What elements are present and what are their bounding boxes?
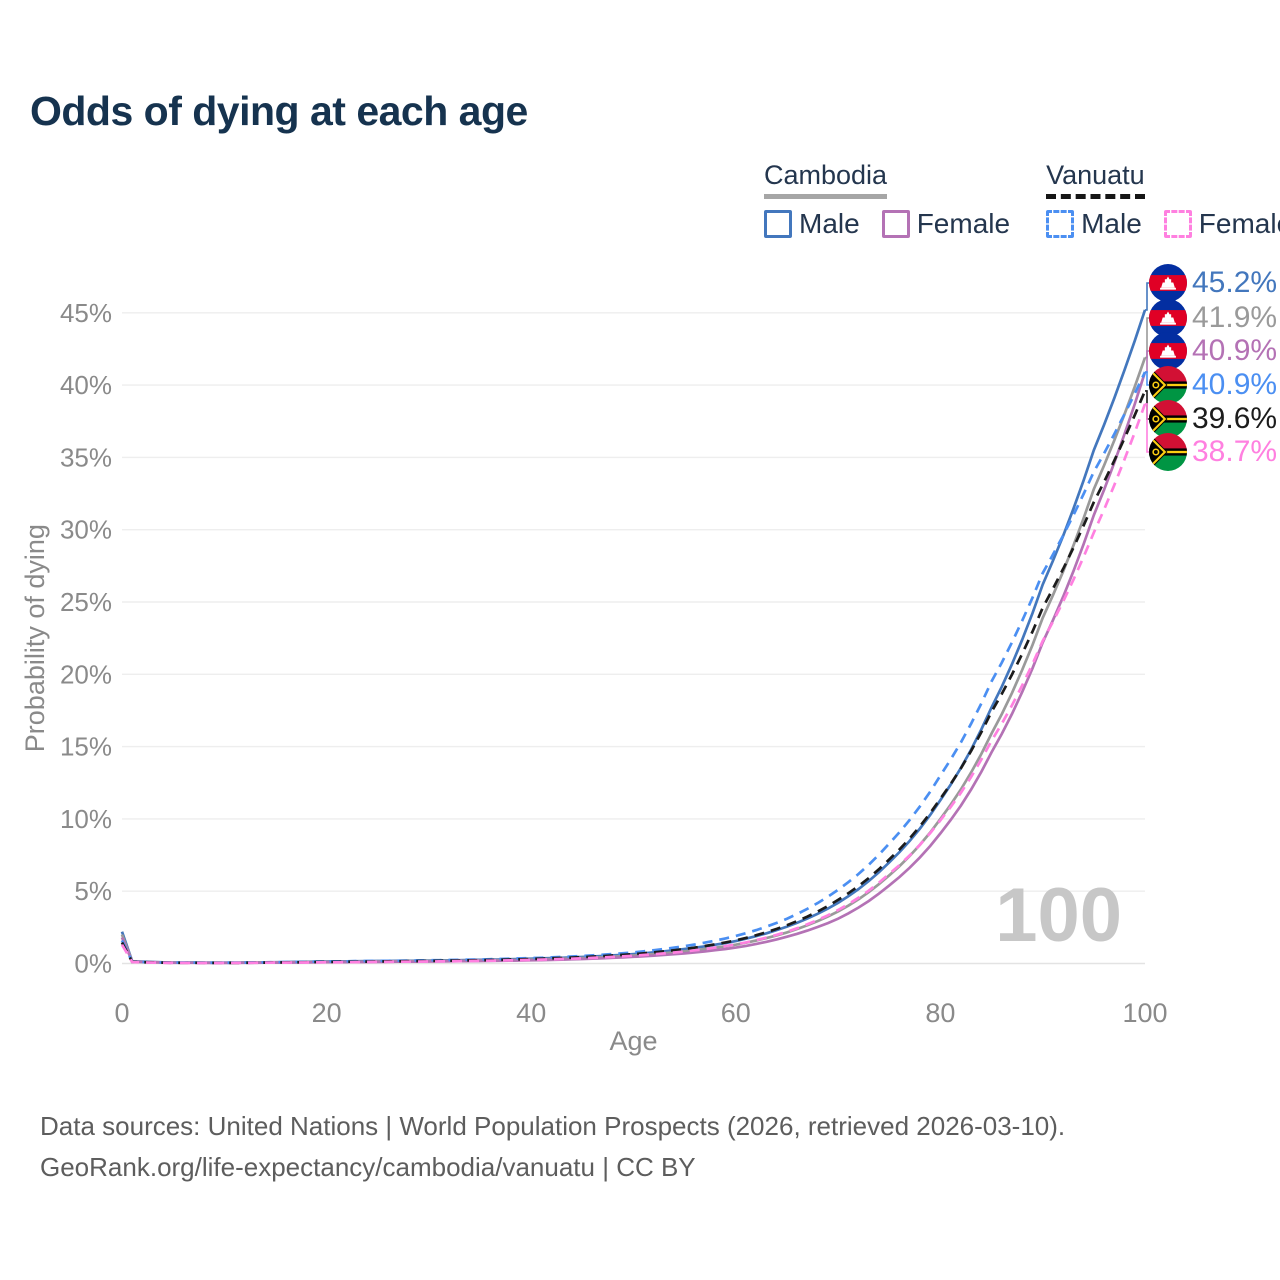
- end-value: 40.9%: [1192, 368, 1278, 401]
- vanuatu-flag-icon: [1149, 433, 1187, 471]
- end-value: 38.7%: [1192, 435, 1278, 468]
- y-tick-label: 5%: [74, 876, 112, 906]
- end-value: 41.9%: [1192, 301, 1278, 334]
- legend-swatch-cambodia-female-icon: [881, 210, 910, 238]
- legend-item-cambodia-male: Male: [764, 208, 860, 240]
- x-tick-label: 0: [114, 998, 129, 1028]
- footer: Data sources: United Nations | World Pop…: [40, 1106, 1065, 1188]
- x-tick-label: 80: [925, 998, 955, 1028]
- attribution-line: GeoRank.org/life-expectancy/cambodia/van…: [40, 1152, 696, 1182]
- legend-group-cambodia: Cambodia Male Female: [764, 160, 1010, 240]
- series-line-cambodia-female: [120, 371, 1147, 965]
- end-value: 45.2%: [1192, 266, 1278, 299]
- series-line-vanuatu-female: [120, 403, 1147, 965]
- legend-item-cambodia-female: Female: [881, 208, 1011, 240]
- legend-item-vanuatu-male: Male: [1046, 208, 1142, 240]
- y-tick-label: 25%: [60, 587, 112, 617]
- end-label-vanuatu-female: 38.7%: [1149, 433, 1277, 471]
- legend-label-female: Female: [916, 208, 1011, 239]
- y-tick-label: 20%: [60, 659, 112, 689]
- chart-legend: Cambodia Male Female Vanuatu Male: [764, 160, 1280, 240]
- legend-swatch-vanuatu-male-icon: [1046, 210, 1075, 238]
- y-tick-label: 10%: [60, 804, 112, 834]
- x-tick-label: 20: [312, 998, 342, 1028]
- page-title: Odds of dying at each age: [30, 88, 528, 134]
- y-axis-title: Probability of dying: [20, 524, 50, 752]
- legend-label-female: Female: [1198, 208, 1280, 239]
- end-label-vanuatu-male: 40.9%: [1149, 366, 1277, 404]
- x-tick-label: 40: [516, 998, 546, 1028]
- cambodia-flag-icon: [1149, 332, 1187, 370]
- x-axis-title: Age: [609, 1026, 657, 1056]
- end-value: 40.9%: [1192, 334, 1278, 367]
- legend-label-male: Male: [1081, 208, 1142, 239]
- x-tick-label: 60: [721, 998, 751, 1028]
- vanuatu-flag-icon: [1149, 366, 1187, 404]
- legend-item-vanuatu-female: Female: [1163, 208, 1280, 240]
- legend-swatch-vanuatu-female-icon: [1163, 210, 1192, 238]
- y-tick-label: 35%: [60, 442, 112, 472]
- series-line-cambodia-both-sexes: [120, 357, 1147, 965]
- legend-country-vanuatu: Vanuatu: [1046, 160, 1145, 199]
- end-label-cambodia-all: 41.9%: [1149, 299, 1277, 337]
- series-line-vanuatu-male: [120, 371, 1147, 965]
- y-tick-label: 45%: [60, 298, 112, 328]
- y-tick-label: 15%: [60, 732, 112, 762]
- legend-label-male: Male: [799, 208, 860, 239]
- y-tick-label: 0%: [74, 949, 112, 979]
- end-label-cambodia-female: 40.9%: [1149, 332, 1277, 370]
- legend-country-cambodia: Cambodia: [764, 160, 888, 199]
- series-line-cambodia-male: [120, 309, 1147, 964]
- series-line-vanuatu-both-sexes: [120, 390, 1147, 965]
- end-label-vanuatu-all: 39.6%: [1149, 400, 1277, 438]
- cambodia-flag-icon: [1149, 264, 1187, 302]
- end-label-cambodia-male: 45.2%: [1149, 264, 1277, 302]
- legend-swatch-cambodia-male-icon: [764, 210, 792, 238]
- age-watermark: 100: [995, 873, 1122, 958]
- y-tick-label: 30%: [60, 515, 112, 545]
- y-tick-label: 40%: [60, 370, 112, 400]
- x-tick-label: 100: [1122, 998, 1167, 1028]
- data-sources-line: Data sources: United Nations | World Pop…: [40, 1111, 1066, 1141]
- legend-group-vanuatu: Vanuatu Male Female: [1046, 160, 1280, 240]
- end-value: 39.6%: [1192, 402, 1278, 435]
